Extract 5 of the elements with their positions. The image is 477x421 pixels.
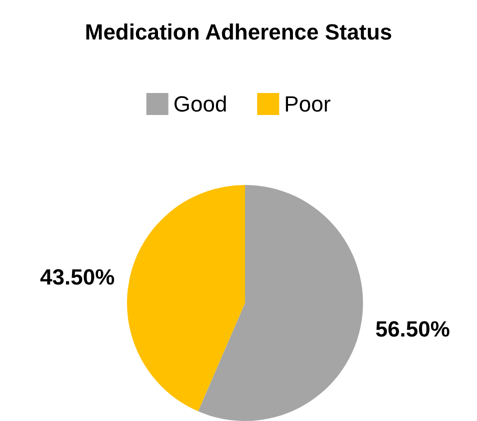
data-label: 43.50% [40,264,115,290]
legend-label: Poor [284,92,331,116]
data-label: 56.50% [375,316,450,342]
chart-title: Medication Adherence Status [84,20,392,44]
legend-label: Good [173,92,228,116]
